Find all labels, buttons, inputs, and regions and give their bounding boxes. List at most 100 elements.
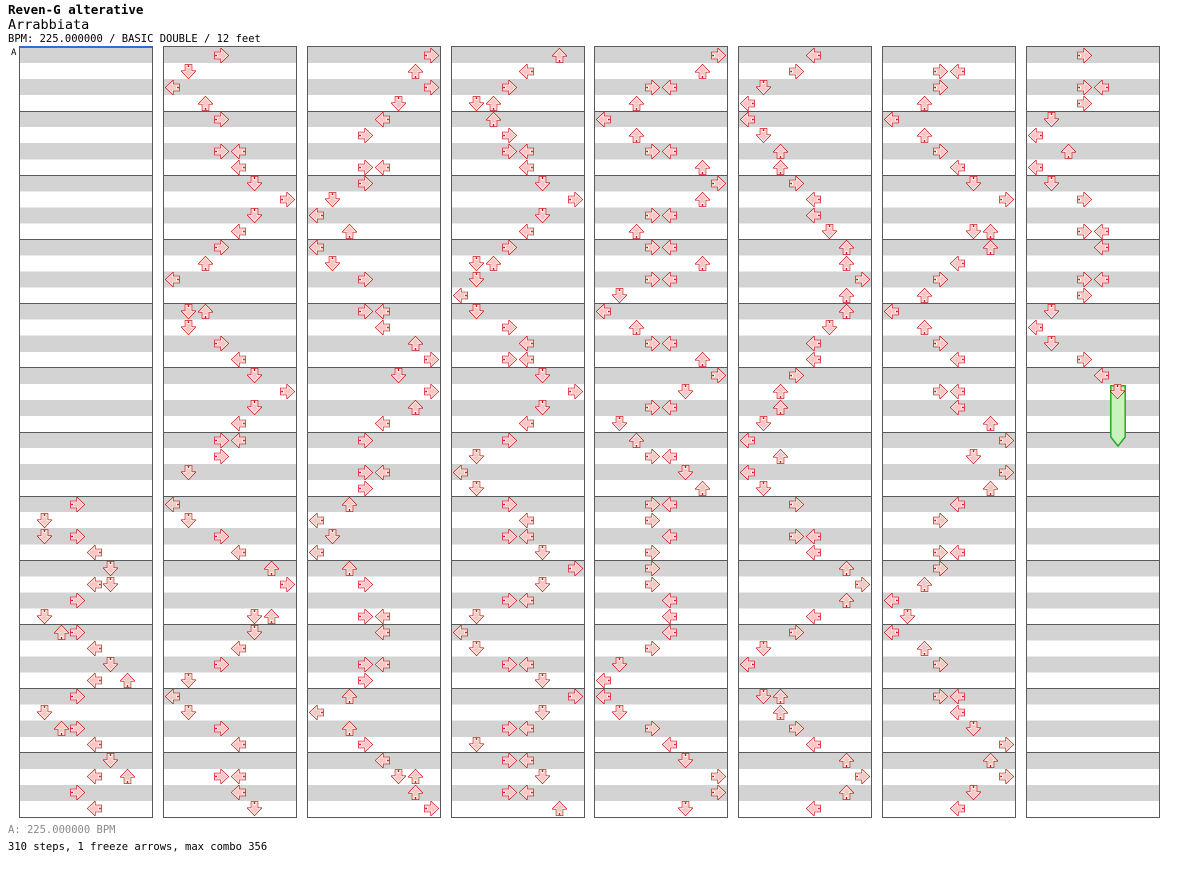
step-arrow-right-icon <box>358 127 374 143</box>
step-arrow-left-icon <box>949 63 965 79</box>
step-arrow-down-icon <box>678 464 694 480</box>
step-arrow-left-icon <box>230 737 246 753</box>
step-arrow-down-icon <box>535 705 551 721</box>
step-arrow-left-icon <box>374 159 390 175</box>
step-arrow-down-icon <box>612 288 628 304</box>
step-arrow-left-icon <box>595 304 611 320</box>
step-arrow-right-icon <box>645 240 661 256</box>
measure-line <box>164 303 296 305</box>
step-arrow-left-icon <box>949 801 965 817</box>
step-arrow-right-icon <box>502 143 518 159</box>
measure-line <box>595 624 727 625</box>
step-arrow-up-icon <box>53 625 69 640</box>
step-arrow-up-icon <box>694 159 710 175</box>
step-arrow-right-icon <box>999 769 1015 785</box>
step-arrow-down-icon <box>103 560 119 576</box>
measure-line <box>595 495 727 497</box>
step-arrow-down-icon <box>535 400 551 416</box>
step-arrow-right-icon <box>424 801 440 817</box>
step-arrow-left-icon <box>164 79 180 95</box>
step-arrow-right-icon <box>999 191 1015 207</box>
step-arrow-down-icon <box>181 63 197 79</box>
step-arrow-left-icon <box>86 576 102 592</box>
step-arrow-left-icon <box>308 705 324 721</box>
measure-line <box>739 367 871 369</box>
measure-line <box>20 559 152 561</box>
step-arrow-up-icon <box>838 592 854 608</box>
step-arrow-up-icon <box>407 769 423 785</box>
step-arrow-left-icon <box>661 448 677 464</box>
measure-panel-3 <box>308 47 440 817</box>
step-arrow-left-icon <box>661 608 677 624</box>
step-arrow-right-icon <box>933 560 949 576</box>
step-arrow-right-icon <box>645 721 661 737</box>
step-arrow-up-icon <box>628 95 644 111</box>
step-arrow-left-icon <box>374 464 390 480</box>
step-arrow-up-icon <box>772 448 788 464</box>
step-arrow-left-icon <box>739 432 755 448</box>
step-arrow-up-icon <box>982 223 998 239</box>
measure-line <box>883 624 1015 625</box>
step-arrow-left-icon <box>518 416 534 432</box>
step-arrow-left-icon <box>739 111 755 127</box>
measure-line <box>1027 431 1159 433</box>
step-arrow-right-icon <box>711 769 727 785</box>
step-arrow-up-icon <box>485 95 501 111</box>
step-arrow-right-icon <box>645 272 661 288</box>
step-arrow-right-icon <box>855 576 871 592</box>
measure-line <box>452 174 584 176</box>
measure-line <box>739 174 871 176</box>
measure-line <box>164 624 296 625</box>
step-arrow-left-icon <box>230 641 246 657</box>
step-arrow-left-icon <box>949 256 965 272</box>
step-arrow-right-icon <box>645 448 661 464</box>
step-arrow-right-icon <box>855 272 871 288</box>
step-arrow-left-icon <box>518 63 534 79</box>
measure-line <box>1027 495 1159 497</box>
step-arrow-up-icon <box>119 673 135 689</box>
step-arrow-left-icon <box>661 496 677 512</box>
step-arrow-down-icon <box>535 769 551 785</box>
measure-line <box>883 174 1015 176</box>
measure-line <box>883 495 1015 497</box>
step-arrow-down-icon <box>1044 336 1060 352</box>
step-arrow-right-icon <box>358 737 374 753</box>
step-arrow-left-icon <box>518 223 534 239</box>
step-arrow-left-icon <box>86 769 102 785</box>
step-arrow-left-icon <box>518 592 534 608</box>
measure-line <box>164 174 296 176</box>
measure-line <box>20 495 152 497</box>
step-arrow-right-icon <box>424 384 440 400</box>
step-arrow-left-icon <box>805 528 821 544</box>
step-arrow-up-icon <box>694 352 710 368</box>
step-arrow-up-icon <box>838 753 854 769</box>
step-arrow-right-icon <box>789 63 805 79</box>
step-arrow-right-icon <box>424 47 440 63</box>
measure-line <box>164 688 296 690</box>
step-arrow-down-icon <box>756 641 772 657</box>
step-arrow-left-icon <box>1027 127 1043 143</box>
step-arrow-right-icon <box>645 641 661 657</box>
step-arrow-up-icon <box>838 288 854 304</box>
step-arrow-right-icon <box>645 400 661 416</box>
step-arrow-down-icon <box>535 368 551 384</box>
step-arrow-right-icon <box>70 592 86 608</box>
step-arrow-right-icon <box>933 689 949 705</box>
step-arrow-down-icon <box>469 641 485 657</box>
song-title: Arrabbiata <box>8 17 90 33</box>
measure-line <box>20 431 152 433</box>
step-arrow-down-icon <box>391 95 407 111</box>
step-arrow-down-icon <box>181 320 197 336</box>
step-arrow-right-icon <box>1077 223 1093 239</box>
section-marker-label: A <box>11 48 17 58</box>
step-arrow-left-icon <box>518 657 534 673</box>
measure-line <box>452 303 584 305</box>
step-arrow-left-icon <box>1093 223 1109 239</box>
measure-line <box>739 752 871 754</box>
step-arrow-left-icon <box>86 544 102 560</box>
step-arrow-left-icon <box>949 384 965 400</box>
step-arrow-left-icon <box>739 657 755 673</box>
measure-line <box>1027 239 1159 240</box>
step-arrow-left-icon <box>86 801 102 817</box>
step-arrow-right-icon <box>214 336 230 352</box>
